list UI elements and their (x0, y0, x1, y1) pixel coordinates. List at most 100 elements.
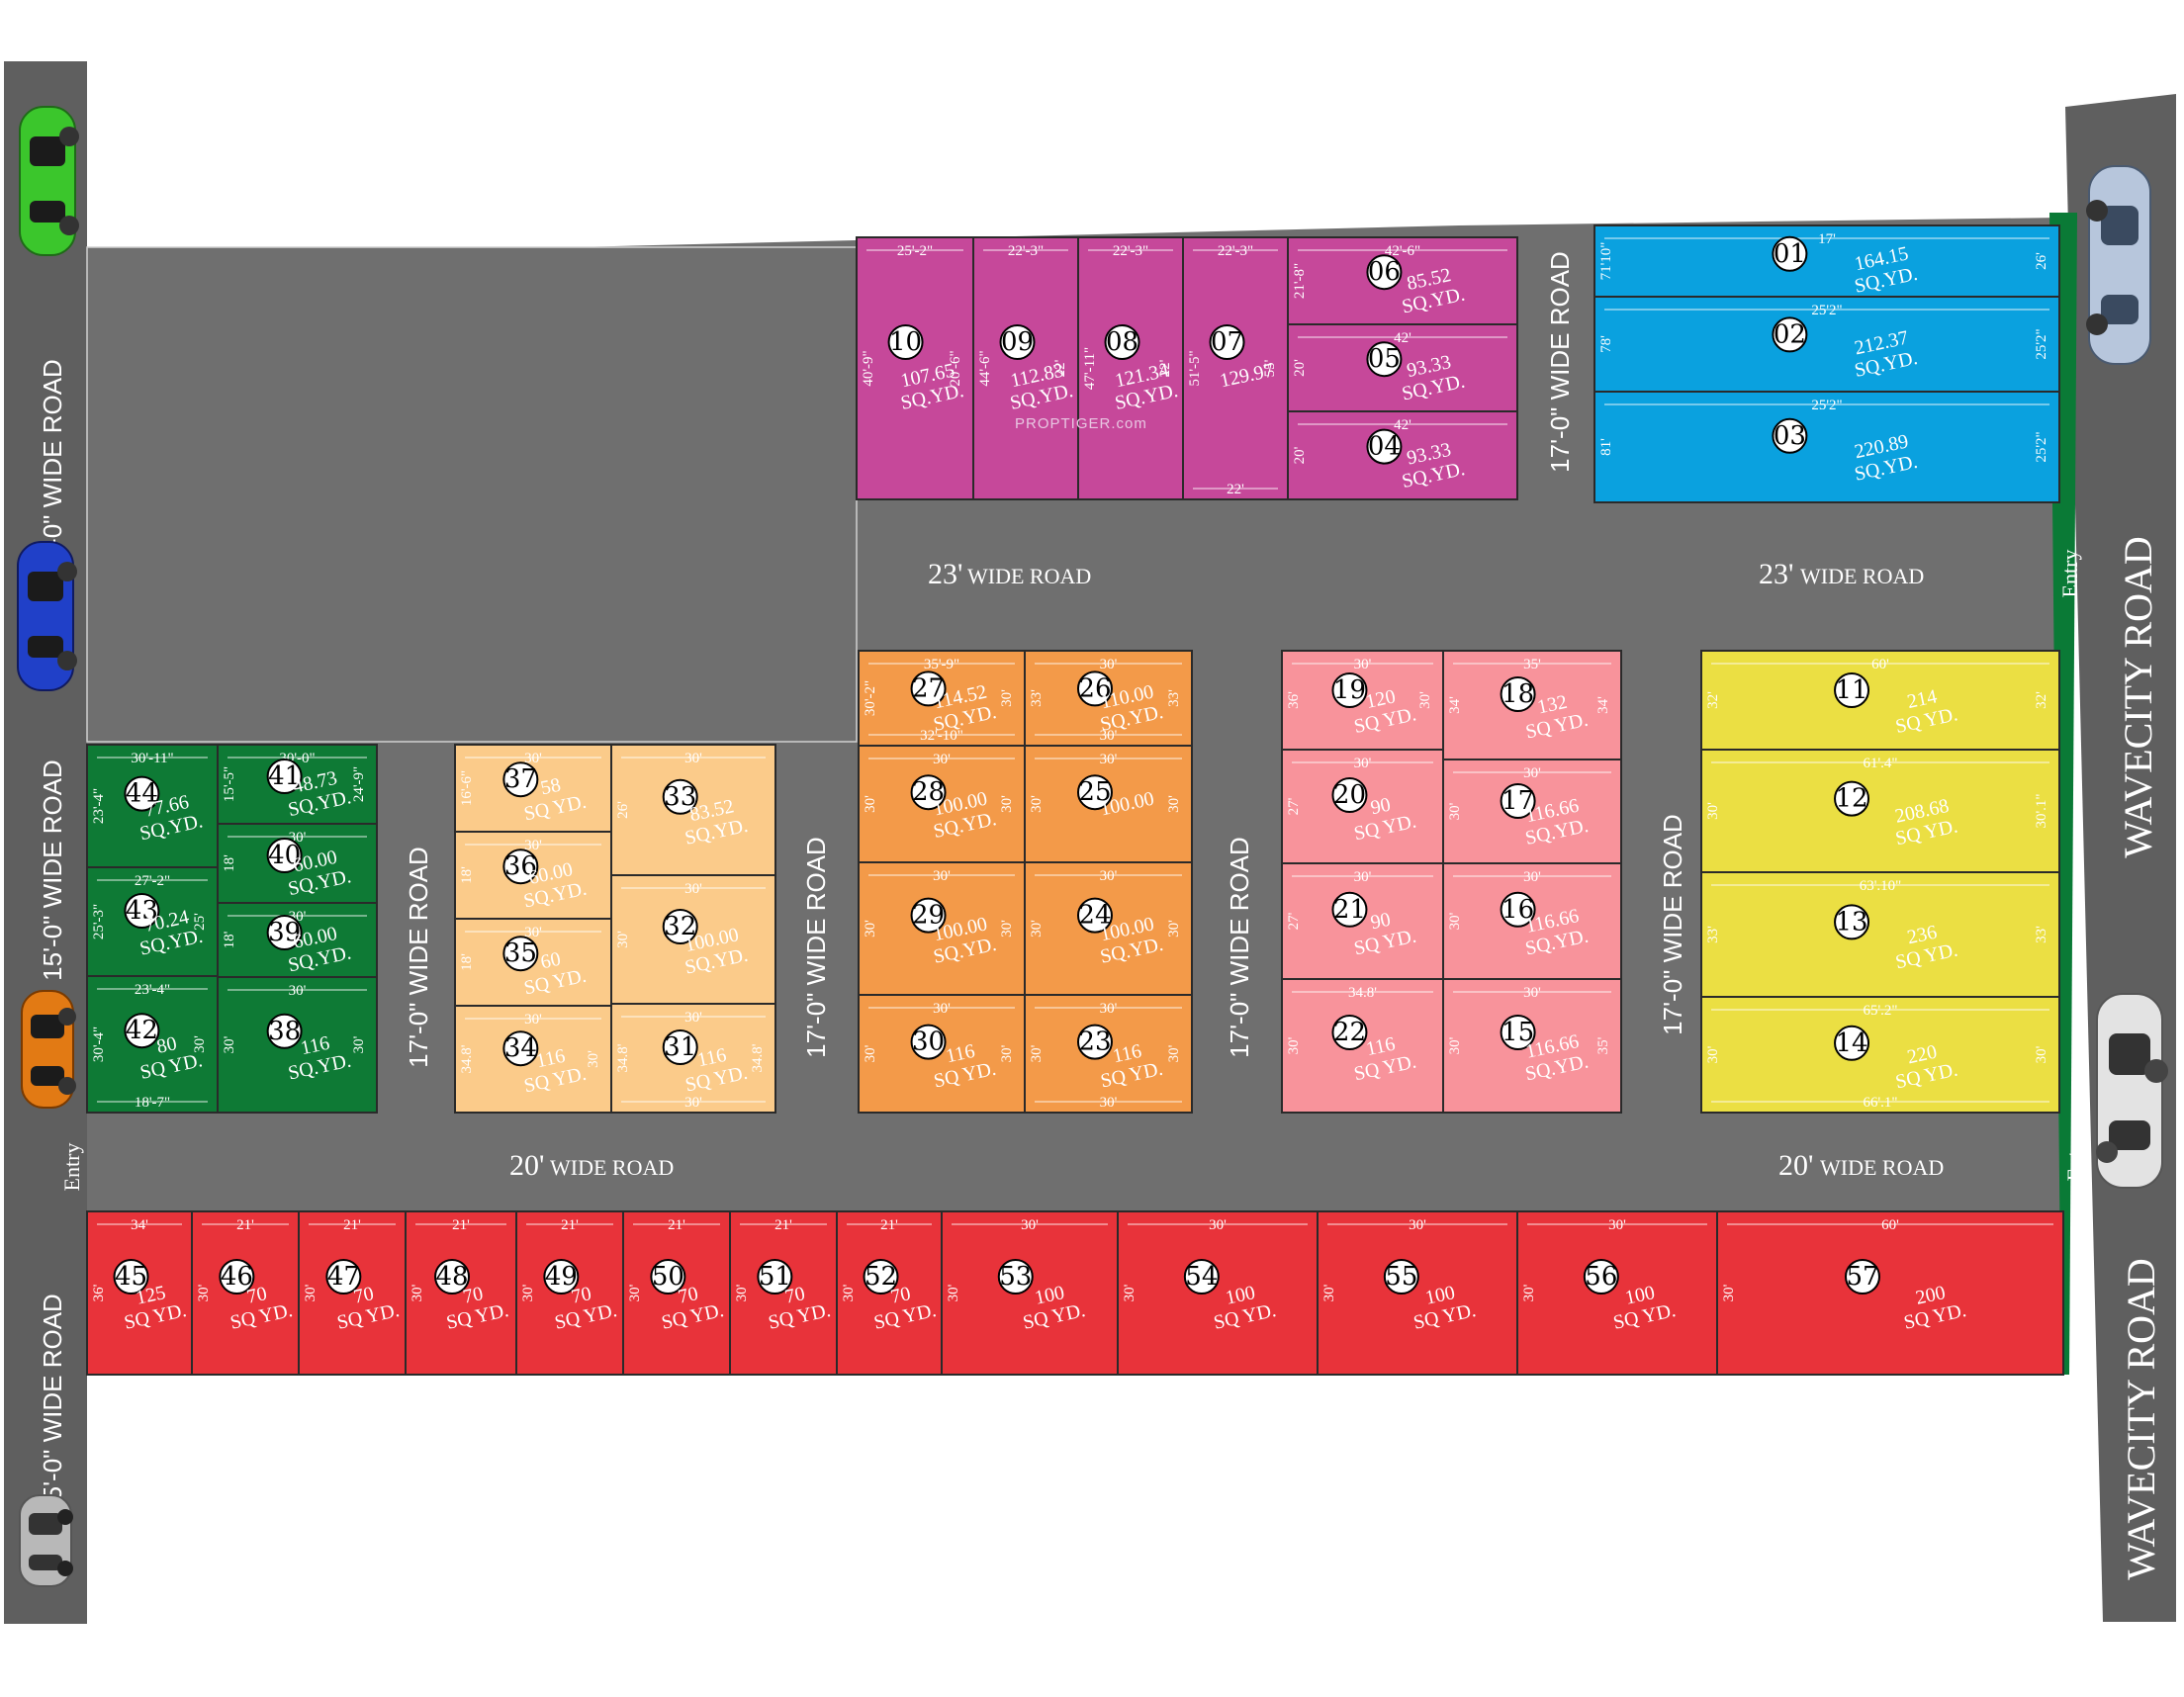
dimension-label: 30' (524, 838, 542, 853)
dimension-label: 30' (863, 795, 878, 813)
plot-marker-circle (757, 1259, 793, 1295)
dimension-label: 22' (1052, 359, 1068, 377)
car-icon (19, 1494, 73, 1587)
plot-marker-circle (1183, 1259, 1220, 1295)
plot-number: 46 (221, 1262, 253, 1292)
dimension-label: 32' (2034, 691, 2049, 709)
dimension-label: 81' (1598, 438, 1614, 456)
dimension-label: 42'-6" (1385, 243, 1420, 259)
dimension-label: 30' (684, 1010, 702, 1026)
road-label-left-bot: 15'-0" WIDE ROAD (38, 1294, 67, 1515)
plot-number: 22 (1333, 1018, 1366, 1047)
dimension-label: 30' (222, 1035, 237, 1053)
dimension-label: 55' (1262, 359, 1278, 377)
dimension-label: 21' (668, 1217, 685, 1233)
dimension-label: 23'-4" (135, 982, 170, 998)
dimension-label: 30' (1100, 728, 1118, 744)
dimension-label: 40'-9" (861, 350, 876, 386)
plot-number: 19 (1333, 675, 1366, 705)
plot-marker-circle (502, 761, 539, 798)
car-icon (2086, 165, 2151, 365)
dimension-label: 30' (1100, 1095, 1118, 1111)
dimension-label: 26' (2034, 252, 2049, 270)
dimension-label: 30' (999, 920, 1015, 938)
plot-marker-circle (502, 936, 539, 972)
dimension-label: 21' (774, 1217, 792, 1233)
plot-marker-circle (1772, 235, 1808, 272)
road-label-20-left-suffix: WIDE ROAD (550, 1155, 674, 1180)
plot-marker-circle (434, 1259, 471, 1295)
dimension-label: 23'-4" (91, 788, 107, 824)
plot-marker-circle (863, 1259, 899, 1295)
plot-boundary-37 (454, 744, 612, 833)
plot-boundaries (86, 224, 2064, 1376)
dimension-label: 27'-2" (135, 873, 170, 889)
block-blue (1594, 225, 2059, 502)
plot-marker-circle (1834, 672, 1870, 708)
plot-number: 57 (1846, 1262, 1878, 1292)
plot-12[interactable]: 12 208.68SQ YD. (1834, 780, 1959, 850)
plot-area: 114.52SQ.YD. (927, 679, 998, 735)
dimension-label: 61'.4" (1863, 756, 1897, 771)
dimension-label: 34.8' (459, 1044, 475, 1073)
road-label-entry-right-top: Entry (2057, 550, 2082, 598)
dimension-label: 34.8' (750, 1043, 766, 1072)
plot-number: 14 (1835, 1028, 1867, 1058)
plot-20[interactable]: 20 90SQ YD. (1331, 777, 1418, 845)
plot-marker-circle (999, 324, 1036, 360)
dimension-label: 25'-3" (91, 904, 107, 939)
dimension-label: 30' (933, 752, 951, 767)
plot-marker-circle (1834, 780, 1870, 817)
dimension-labels: 25'-2" 40'-9" 20'-6" 60' 32' 32' 61'.4" 30' 30'.… (91, 231, 2053, 1301)
plot-35[interactable]: 35 60SQ YD. (502, 936, 589, 999)
plot-marker-circle (1331, 672, 1368, 708)
dimension-label: 30' (999, 1044, 1015, 1062)
plot-11[interactable]: 11 214SQ YD. (1834, 672, 1959, 738)
plot-marker-circle (502, 1030, 539, 1067)
plot-number: 08 (1106, 327, 1138, 357)
plot-number: 28 (912, 777, 945, 807)
road-label-left-mid: 15'-0" WIDE ROAD (38, 759, 67, 981)
dimension-label: 22' (1157, 359, 1173, 377)
dimension-label: 25'2" (2034, 431, 2049, 462)
plot-number: 31 (664, 1032, 696, 1062)
plot-marker-circle (124, 775, 160, 812)
plot-number: 44 (126, 779, 158, 809)
plot-number: 35 (504, 938, 537, 968)
dimension-label: 22' (1227, 482, 1244, 497)
plot-marker-circle (113, 1259, 149, 1295)
dimension-label: 15'-5" (222, 766, 237, 802)
plot-number: 01 (1774, 239, 1806, 269)
plot-number: 30 (912, 1027, 945, 1057)
dimension-label: 22'-3" (1113, 243, 1148, 259)
car-icon (19, 106, 79, 256)
dimension-label: 30' (586, 1050, 601, 1068)
dimension-label: 30' (1354, 869, 1372, 885)
dimension-label: 71'10" (1598, 242, 1614, 281)
plot-marker-circle (1331, 1015, 1368, 1050)
dimension-label: 42' (1394, 417, 1411, 433)
dimension-label: 30' (734, 1284, 750, 1301)
plot-number: 09 (1001, 327, 1034, 357)
road-label-20-right-suffix: WIDE ROAD (1820, 1155, 1944, 1180)
left-road (4, 61, 87, 1624)
dimension-label: 27' (1286, 797, 1302, 815)
dimension-label: 34' (131, 1217, 148, 1233)
plot-14[interactable]: 14 220SQ YD. (1834, 1025, 1959, 1094)
dimension-label: 30' (684, 881, 702, 897)
dimension-label: 34' (1595, 696, 1611, 714)
dimension-label: 25' (192, 913, 208, 931)
